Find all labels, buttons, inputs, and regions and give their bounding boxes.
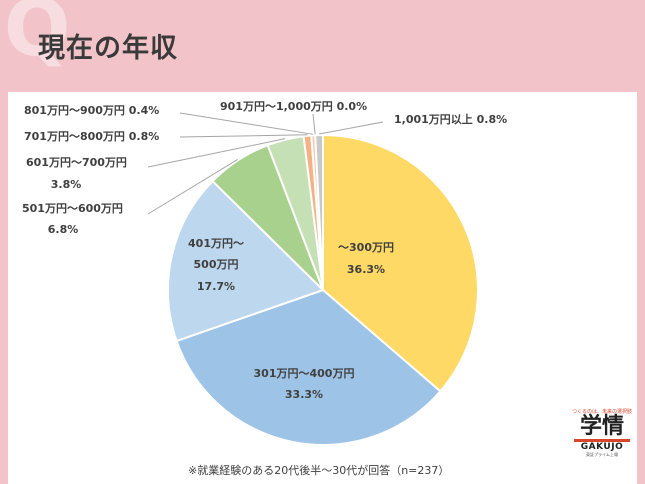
leader-line-5 xyxy=(179,134,308,138)
logo-sub: 東証プライム上場 xyxy=(586,452,618,457)
leader-line-8 xyxy=(318,121,384,135)
label-slice-2-value: 17.7% xyxy=(197,280,235,293)
label-slice-2-name-a: 401万円～ xyxy=(188,237,244,250)
pie-slice-0 xyxy=(322,133,479,393)
pie-chart: ～300万円 36.3% 301万円～400万円 33.3% 401万円～ 50… xyxy=(22,100,507,446)
label-slice-3-value: 6.8% xyxy=(48,223,79,236)
logo-kanji: 学情 xyxy=(579,414,624,439)
pie-slice-1 xyxy=(175,288,442,446)
label-slice-0-value: 36.3% xyxy=(347,263,385,276)
label-slice-8: 1,001万円以上 0.8% xyxy=(394,112,507,126)
logo-bar xyxy=(574,439,630,442)
label-slice-0-name: ～300万円 xyxy=(338,241,394,254)
pie-slice-8 xyxy=(314,133,324,291)
label-slice-3-name: 501万円～600万円 xyxy=(22,202,123,215)
footnote: ※就業経験のある20代後半～30代が回答（n=237） xyxy=(188,464,450,477)
label-slice-7: 901万円～1,000万円 0.0% xyxy=(220,100,367,113)
label-slice-6: 801万円～900万円 0.4% xyxy=(24,104,159,117)
logo-roman: GAKUJO xyxy=(580,442,624,452)
leader-line-3 xyxy=(147,158,238,215)
leader-line-6 xyxy=(179,112,314,135)
gakujo-logo: つくるのは、未来の選択肢 学情 GAKUJO 東証プライム上場 xyxy=(568,408,636,458)
pie-slice-2 xyxy=(167,179,325,343)
page-title: 現在の年収 xyxy=(38,33,178,64)
q-decoration: Q xyxy=(4,0,71,74)
leader-line-7 xyxy=(312,113,316,135)
label-slice-5: 701万円～800万円 0.8% xyxy=(24,130,159,143)
label-slice-1-name: 301万円～400万円 xyxy=(254,367,355,380)
logo-tagline: つくるのは、未来の選択肢 xyxy=(572,409,632,415)
leader-line-4 xyxy=(147,138,286,168)
label-slice-2-name-b: 500万円 xyxy=(194,258,239,271)
label-slice-4-name: 601万円～700万円 xyxy=(26,156,127,169)
label-slice-4-value: 3.8% xyxy=(51,178,82,191)
chart-panel: ～300万円 36.3% 301万円～400万円 33.3% 401万円～ 50… xyxy=(8,92,637,484)
label-slice-1-value: 33.3% xyxy=(285,388,323,401)
